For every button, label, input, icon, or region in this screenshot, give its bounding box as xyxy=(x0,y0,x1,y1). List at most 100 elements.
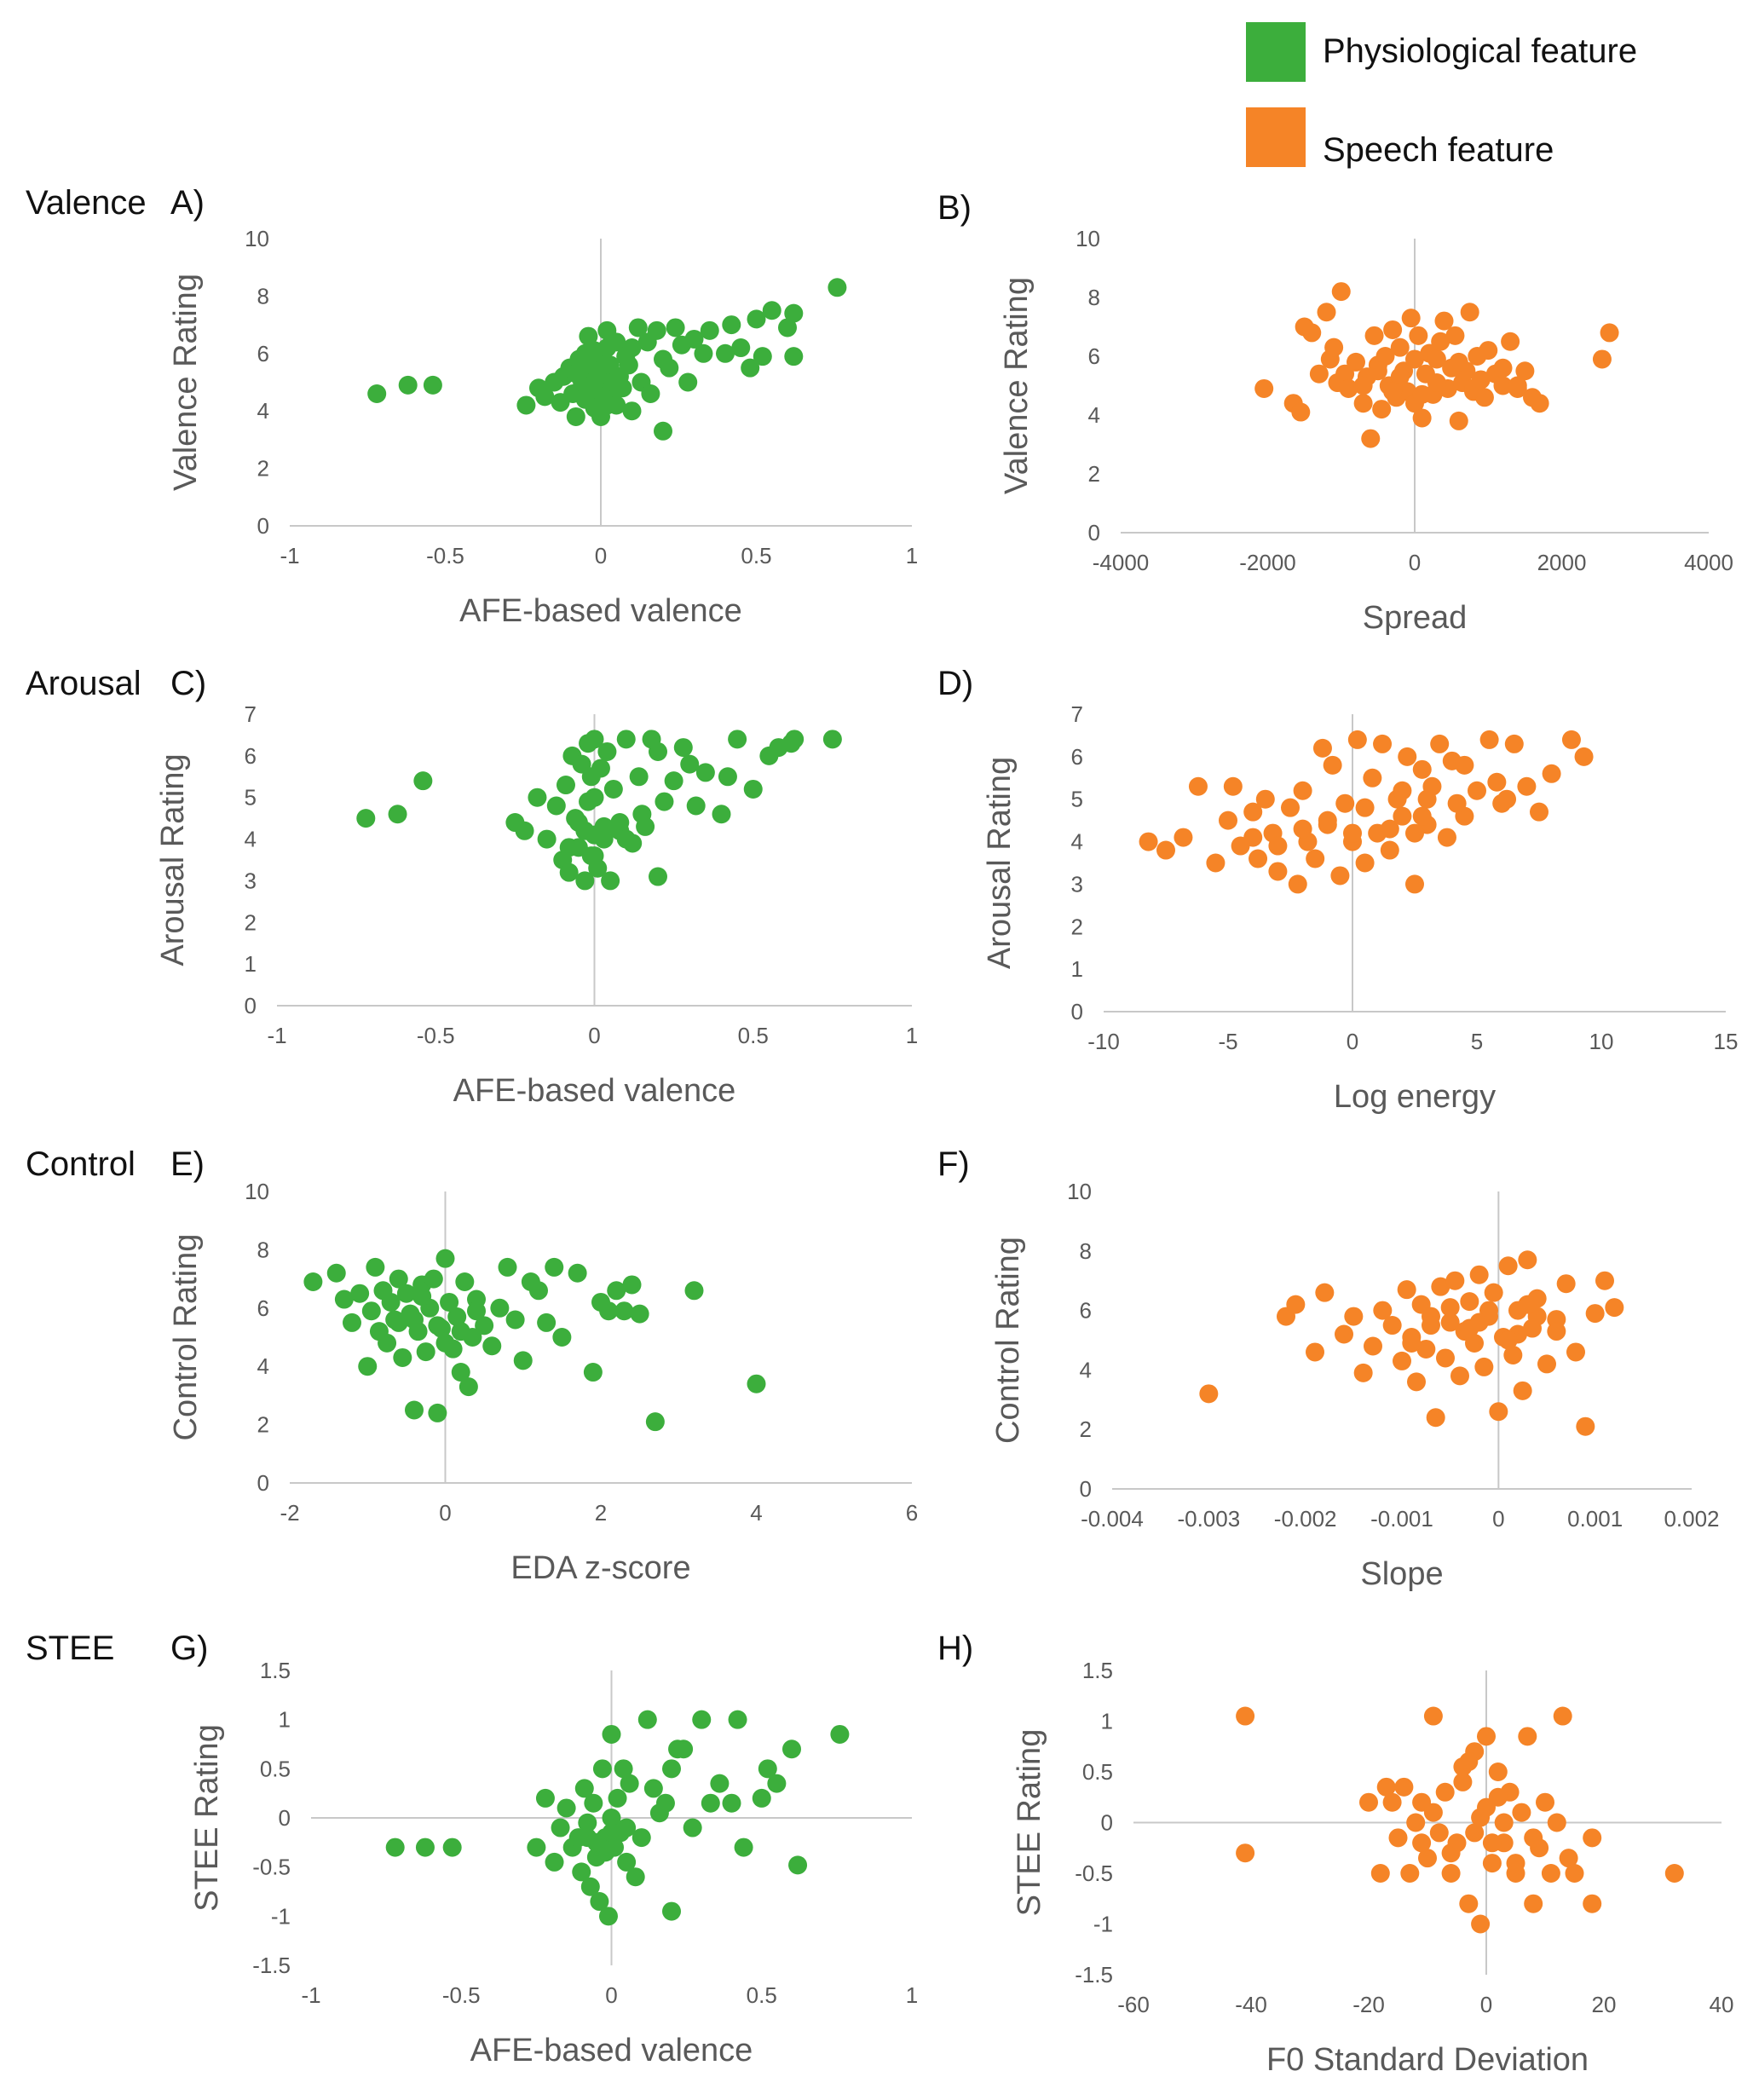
panel-label-h: H) xyxy=(937,1630,974,1667)
chart-8-data-point xyxy=(1559,1849,1578,1868)
panel-label-c: C) xyxy=(170,665,207,702)
chart-3-data-point xyxy=(413,771,433,791)
chart-8-data-point xyxy=(1664,1864,1684,1883)
chart-5-y-tick-label: 4 xyxy=(257,1353,269,1379)
chart-5-y-tick-label: 6 xyxy=(257,1295,269,1321)
chart-8-data-point xyxy=(1506,1854,1525,1873)
chart-6-data-point xyxy=(1353,1363,1373,1382)
chart-8-data-point xyxy=(1423,1706,1443,1726)
chart-3-data-point xyxy=(575,871,595,891)
chart-7-data-point xyxy=(710,1774,730,1793)
chart-6-data-point xyxy=(1286,1295,1306,1314)
chart-5-data-point xyxy=(552,1328,572,1347)
chart-6-data-point xyxy=(1556,1274,1576,1294)
chart-7-data-point xyxy=(385,1838,405,1857)
chart-8-data-point xyxy=(1423,1803,1443,1822)
chart-5-data-point xyxy=(412,1287,432,1307)
chart-8-data-point xyxy=(1359,1792,1378,1812)
chart-2-data-point xyxy=(1530,394,1549,413)
chart-2-data-point xyxy=(1353,394,1373,413)
chart-1-data-point xyxy=(828,278,847,297)
chart-6-data-point xyxy=(1426,1408,1445,1428)
chart-7-data-point xyxy=(788,1855,808,1875)
chart-6-data-point xyxy=(1489,1402,1508,1422)
chart-2-data-point xyxy=(1493,376,1513,395)
chart-2-y-tick-label: 8 xyxy=(1088,285,1100,310)
chart-3-y-tick-label: 4 xyxy=(245,827,257,852)
chart-7-data-point xyxy=(442,1838,462,1857)
chart-3-data-point xyxy=(649,867,667,886)
chart-5-data-point xyxy=(537,1312,557,1332)
chart-3-y-tick-label: 2 xyxy=(245,909,257,935)
chart-8-data-point xyxy=(1547,1813,1566,1832)
chart-4-data-point xyxy=(1417,789,1437,809)
chart-1-data-point xyxy=(622,401,642,421)
chart-1-x-tick-label: 0 xyxy=(595,543,607,568)
chart-6-x-tick-label: -0.002 xyxy=(1274,1506,1337,1532)
chart-6-x-tick-label: -0.004 xyxy=(1081,1506,1144,1532)
chart-7-data-point xyxy=(578,1813,597,1832)
chart-5-data-point xyxy=(599,1301,619,1321)
chart-4-data-point xyxy=(1255,789,1275,809)
chart-2-y-tick-label: 2 xyxy=(1088,461,1100,487)
chart-3-x-tick-label: -0.5 xyxy=(417,1023,455,1048)
chart-1-data-point xyxy=(516,395,536,415)
chart-6-data-point xyxy=(1431,1277,1450,1296)
chart-1-data-point xyxy=(585,398,604,418)
chart-2-x-tick-label: 4000 xyxy=(1684,550,1733,575)
chart-7-x-tick-label: -1 xyxy=(301,1982,320,2008)
chart-4-data-point xyxy=(1139,832,1158,851)
chart-6-y-tick-label: 10 xyxy=(1067,1179,1092,1204)
chart-4-data-point xyxy=(1323,755,1342,775)
chart-8-data-point xyxy=(1541,1864,1560,1883)
chart-8-data-point xyxy=(1459,1894,1479,1913)
chart-4-y-tick-label: 5 xyxy=(1071,787,1083,812)
chart-2-data-point xyxy=(1331,282,1351,302)
chart-6-x-tick-label: -0.001 xyxy=(1370,1506,1433,1532)
chart-4-data-point xyxy=(1293,819,1312,839)
chart-7-data-point xyxy=(655,1793,675,1813)
chart-2-y-tick-label: 0 xyxy=(1088,520,1100,545)
chart-4-data-point xyxy=(1479,730,1499,749)
chart-7-data-point xyxy=(674,1739,694,1759)
chart-1-data-point xyxy=(398,375,418,395)
chart-6-data-point xyxy=(1397,1280,1416,1300)
chart-7-x-axis-title: AFE-based valence xyxy=(470,2033,753,2068)
chart-5-data-point xyxy=(326,1263,346,1283)
chart-2-data-point xyxy=(1600,323,1619,343)
chart-2-data-point xyxy=(1339,378,1358,398)
chart-8-data-point xyxy=(1370,1864,1390,1883)
chart-6-data-point xyxy=(1402,1333,1422,1353)
chart-4-data-point xyxy=(1223,776,1243,796)
panel-label-e: E) xyxy=(170,1145,205,1183)
chart-6-data-point xyxy=(1199,1384,1219,1404)
chart-8-data-point xyxy=(1418,1849,1437,1868)
chart-6-data-point xyxy=(1393,1351,1411,1370)
chart-5-data-point xyxy=(378,1333,397,1353)
chart-3-data-point xyxy=(632,805,652,824)
chart-1-y-tick-label: 8 xyxy=(257,283,269,309)
chart-7-data-point xyxy=(830,1724,850,1744)
chart-7-data-point xyxy=(767,1774,787,1793)
chart-5-data-point xyxy=(424,1269,443,1289)
chart-2-x-axis-title: Spread xyxy=(1363,600,1468,636)
chart-4-data-point xyxy=(1468,781,1486,800)
chart-4-data-point xyxy=(1335,793,1355,813)
chart-3-data-point xyxy=(629,767,649,787)
chart-1-x-tick-label: -0.5 xyxy=(426,543,464,568)
chart-6-data-point xyxy=(1416,1339,1436,1359)
chart-4-data-point xyxy=(1306,849,1325,868)
chart-7-data-point xyxy=(527,1838,546,1857)
chart-8-data-point xyxy=(1236,1706,1255,1726)
chart-7-data-point xyxy=(626,1867,645,1887)
chart-7-y-tick-label: 0.5 xyxy=(260,1756,291,1781)
chart-8-data-point xyxy=(1488,1787,1508,1807)
chart-4-data-point xyxy=(1312,738,1332,758)
chart-3-x-tick-label: 0 xyxy=(588,1023,600,1048)
chart-4-y-tick-label: 7 xyxy=(1071,701,1083,727)
chart-3-y-tick-label: 0 xyxy=(245,993,257,1018)
chart-3-data-point xyxy=(597,741,617,761)
chart-1-x-tick-label: -1 xyxy=(280,543,299,568)
chart-3-data-point xyxy=(568,813,588,833)
chart-2-x-tick-label: 2000 xyxy=(1537,550,1587,575)
